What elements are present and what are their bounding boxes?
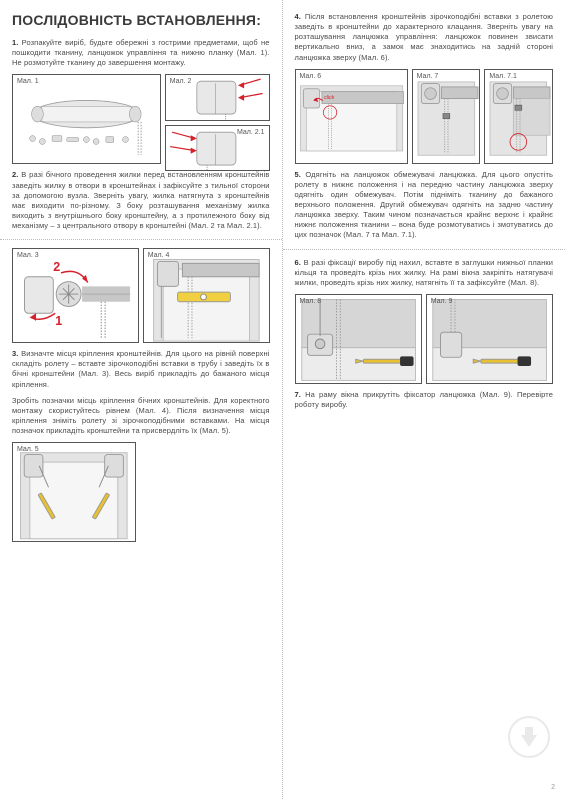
fig6-label: Мал. 6	[300, 73, 322, 80]
fig5-label: Мал. 5	[17, 446, 39, 453]
fig9-label: Мал. 9	[431, 298, 453, 305]
fig4-illus	[144, 249, 269, 342]
watermark-icon	[507, 715, 551, 759]
fig-row-6-7: Мал. 6 click Мал. 7	[295, 69, 554, 164]
fig3-illus: 2 1	[13, 249, 138, 342]
fig5-illus	[13, 443, 135, 541]
page-number: 2	[551, 784, 555, 791]
click-label: click	[324, 95, 334, 101]
para-5: 5. Одягніть на ланцюжок обмежувачі ланцю…	[295, 170, 554, 241]
fig8-illus	[296, 295, 421, 383]
fig1-label: Мал. 1	[17, 78, 39, 85]
fig-6: Мал. 6 click	[295, 69, 408, 164]
fig-row-8-9: Мал. 8 Мал. 9	[295, 294, 554, 384]
fig71-illus	[485, 70, 552, 163]
fig21-label: Мал. 2.1	[237, 129, 265, 136]
fig1-illus	[13, 75, 160, 163]
para-6: 6. В разі фіксації виробу під нахил, вст…	[295, 258, 554, 288]
fig-4: Мал. 4	[143, 248, 270, 343]
divider-right	[283, 249, 565, 250]
fig-2: Мал. 2	[165, 74, 270, 120]
fig71-label: Мал. 7.1	[489, 73, 517, 80]
fig8-label: Мал. 8	[300, 298, 322, 305]
fig-7-1: Мал. 7.1	[484, 69, 553, 164]
para-4: 4. Після встановлення кронштейнів зірочк…	[295, 12, 554, 63]
para-3b: Зробіть позначки місць кріплення бічних …	[12, 396, 270, 437]
divider-left	[0, 239, 282, 240]
arrow-1-label: 1	[55, 314, 62, 328]
fig6-illus: click	[296, 70, 407, 163]
left-column: ПОСЛІДОВНІСТЬ ВСТАНОВЛЕННЯ: 1. Розпакуйт…	[0, 0, 283, 799]
para-2: 2. В разі бічного проведення жилки перед…	[12, 170, 270, 231]
fig-9: Мал. 9	[426, 294, 553, 384]
fig-row-3-4: Мал. 3 2 1	[12, 248, 270, 343]
right-column: 4. Після встановлення кронштейнів зірочк…	[283, 0, 565, 799]
arrow-2-label: 2	[53, 260, 60, 274]
para-3: 3. Визначте місця кріплення кронштейнів.…	[12, 349, 270, 390]
fig4-label: Мал. 4	[148, 252, 170, 259]
fig-1: Мал. 1	[12, 74, 161, 164]
fig7-illus	[413, 70, 480, 163]
fig-5: Мал. 5	[12, 442, 136, 542]
fig-3: Мал. 3 2 1	[12, 248, 139, 343]
para-7: 7. На раму вікна прикрутіть фіксатор лан…	[295, 390, 554, 410]
fig-7: Мал. 7	[412, 69, 481, 164]
fig-row-1-2: Мал. 1	[12, 74, 270, 164]
fig2-label: Мал. 2	[170, 78, 192, 85]
fig-row-5: Мал. 5	[12, 442, 270, 542]
fig9-illus	[427, 295, 552, 383]
fig7-label: Мал. 7	[417, 73, 439, 80]
para-1: 1. Розпакуйте виріб, будьте обережні з г…	[12, 38, 270, 68]
fig-8: Мал. 8	[295, 294, 422, 384]
fig-2-1: Мал. 2.1	[165, 125, 270, 171]
page-title: ПОСЛІДОВНІСТЬ ВСТАНОВЛЕННЯ:	[12, 12, 270, 28]
fig3-label: Мал. 3	[17, 252, 39, 259]
